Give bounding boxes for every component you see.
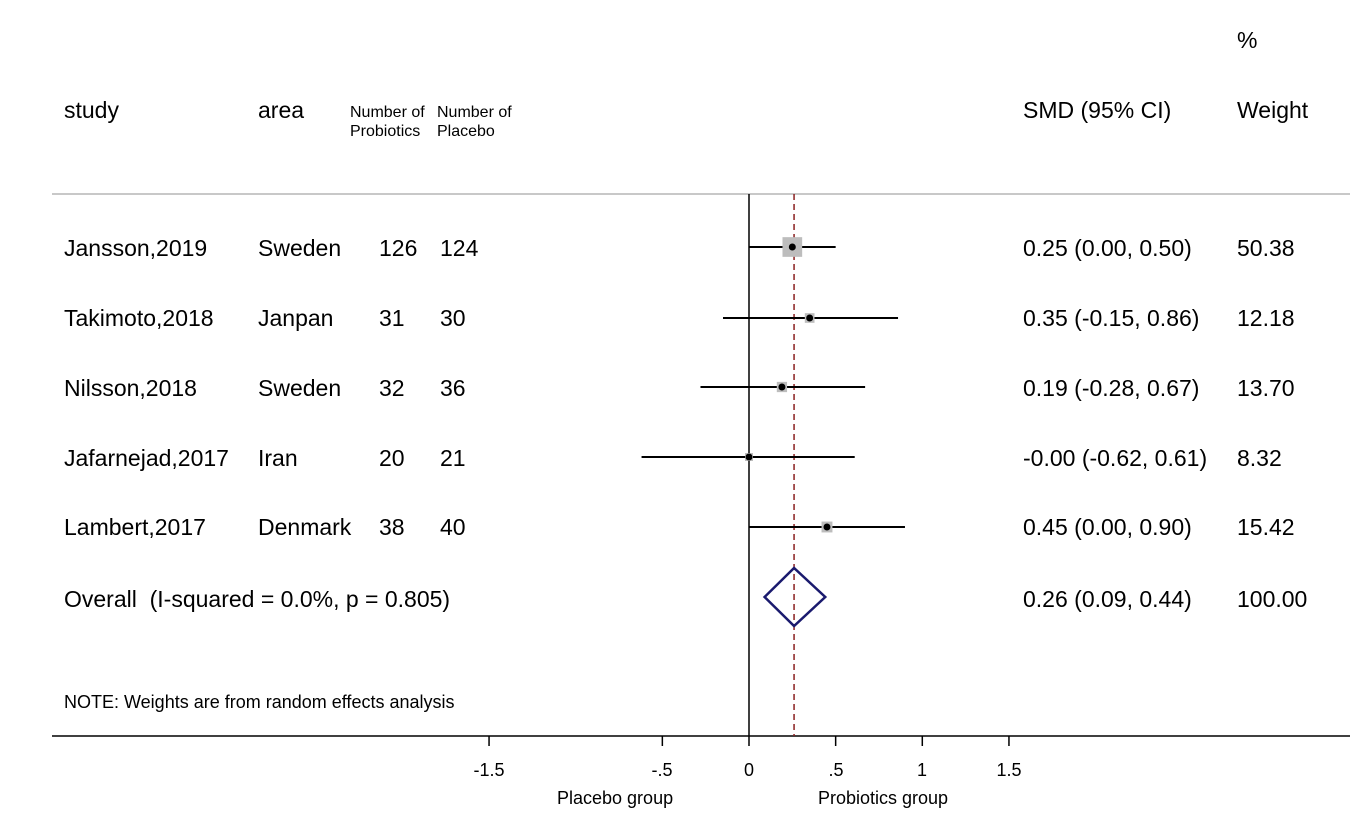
smd-ci: 0.19 (-0.28, 0.67) <box>1023 375 1200 401</box>
placebo-count: 36 <box>440 375 466 401</box>
placebo-count: 21 <box>440 445 466 471</box>
probiotics-count: 31 <box>379 305 405 331</box>
study-weight: 15.42 <box>1237 514 1295 540</box>
probiotics-count: 126 <box>379 235 418 261</box>
x-tick-label: .5 <box>828 760 844 780</box>
x-tick-label: 1.5 <box>996 760 1022 780</box>
study-header: study <box>64 97 119 123</box>
overall-weight: 100.00 <box>1237 586 1308 612</box>
probiotics-count: 38 <box>379 514 405 540</box>
overall-diamond <box>762 566 828 628</box>
study-weight: 13.70 <box>1237 375 1295 401</box>
study-name: Takimoto,2018 <box>64 305 214 331</box>
x-tick-label: 0 <box>743 760 755 780</box>
overall-label: Overall (I-squared = 0.0%, p = 0.805) <box>64 586 451 612</box>
x-tick-label: 1 <box>916 760 928 780</box>
weights-note: NOTE: Weights are from random effects an… <box>64 692 455 712</box>
study-area: Janpan <box>258 305 334 331</box>
smd-header: SMD (95% CI) <box>1023 97 1172 123</box>
point-estimate <box>823 523 831 531</box>
study-area: Denmark <box>258 514 352 540</box>
study-name: Jafarnejad,2017 <box>64 445 229 471</box>
study-area: Sweden <box>258 375 342 401</box>
weight-percent-header: % <box>1237 27 1258 53</box>
x-tick-label: -.5 <box>651 760 673 780</box>
placebo-count: 124 <box>440 235 479 261</box>
study-name: Jansson,2019 <box>64 235 208 261</box>
study-area: Sweden <box>258 235 342 261</box>
study-weight: 12.18 <box>1237 305 1295 331</box>
study-name: Nilsson,2018 <box>64 375 197 401</box>
overall-smd-ci: 0.26 (0.09, 0.44) <box>1023 586 1192 612</box>
point-estimate <box>806 314 814 322</box>
study-area: Iran <box>258 445 298 471</box>
point-estimate <box>778 383 786 391</box>
placebo-count: 30 <box>440 305 466 331</box>
x-tick-label: -1.5 <box>473 760 505 780</box>
smd-ci: 0.45 (0.00, 0.90) <box>1023 514 1192 540</box>
probiotics-count: 32 <box>379 375 405 401</box>
placebo-count: 40 <box>440 514 466 540</box>
area-header: area <box>258 97 305 123</box>
probiotics-count: 20 <box>379 445 405 471</box>
smd-ci: 0.25 (0.00, 0.50) <box>1023 235 1192 261</box>
point-estimate <box>745 453 753 461</box>
probiotics-group-label: Probiotics group <box>818 788 949 808</box>
study-name: Lambert,2017 <box>64 514 206 540</box>
placebo-count-header: Number of Placebo <box>437 104 512 140</box>
smd-ci: 0.35 (-0.15, 0.86) <box>1023 305 1200 331</box>
weight-header: Weight <box>1237 97 1309 123</box>
point-estimate <box>788 243 796 251</box>
study-weight: 50.38 <box>1237 235 1295 261</box>
study-weight: 8.32 <box>1237 445 1282 471</box>
probiotics-count-header: Number of Probiotics <box>350 104 425 140</box>
smd-ci: -0.00 (-0.62, 0.61) <box>1023 445 1208 471</box>
placebo-group-label: Placebo group <box>557 788 674 808</box>
